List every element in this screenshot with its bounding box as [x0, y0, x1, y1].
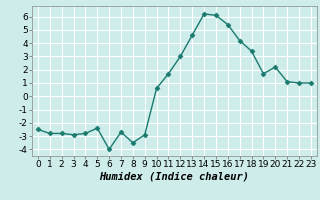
X-axis label: Humidex (Indice chaleur): Humidex (Indice chaleur)	[100, 172, 249, 182]
